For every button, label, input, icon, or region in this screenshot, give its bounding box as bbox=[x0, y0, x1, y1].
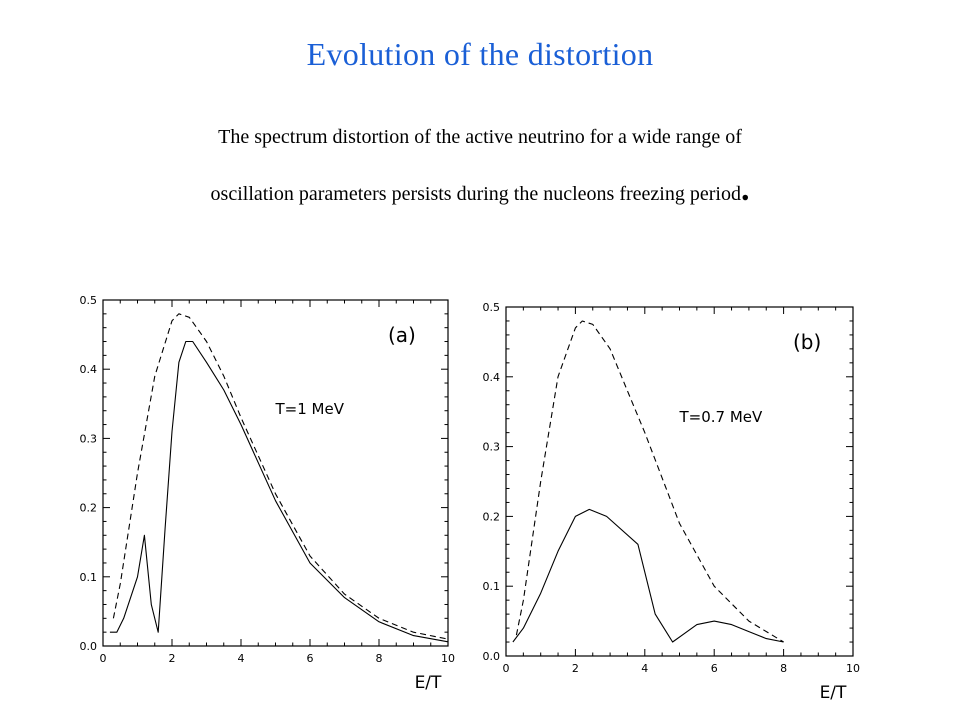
chart-b-x-tick-label: 8 bbox=[780, 662, 787, 675]
chart-b-y-tick-label: 0.1 bbox=[483, 580, 501, 593]
subtitle-line-2: oscillation parameters persists during t… bbox=[0, 173, 960, 207]
chart-a-y-tick-label: 0.2 bbox=[80, 502, 98, 515]
chart-a-y-tick-label: 0.3 bbox=[80, 432, 98, 445]
subtitle-period: . bbox=[740, 171, 750, 208]
chart-a-y-tick-label: 0.0 bbox=[80, 640, 98, 653]
chart-a-y-tick-label: 0.4 bbox=[80, 363, 98, 376]
chart-b-y-tick-label: 0.5 bbox=[483, 301, 501, 314]
chart-a-series-solid-line bbox=[109, 340, 449, 643]
chart-a-panel-label: (a) bbox=[388, 323, 416, 347]
chart-b-svg: 0 2 4 6 8 10 0.0 0.1 0.2 0.3 0.4 0.5 (b) T=0.7 MeV E/T bbox=[483, 301, 861, 703]
chart-b-x-tick-label: 4 bbox=[641, 662, 648, 675]
chart-b-series-dashed-line bbox=[515, 320, 784, 643]
chart-a-x-tick-label: 0 bbox=[100, 652, 107, 665]
chart-b-frame bbox=[505, 306, 854, 657]
chart-a-temperature-annotation: T=1 MeV bbox=[275, 400, 345, 418]
chart-panel-a: 0 2 4 6 8 10 0.0 0.1 0.2 0.3 0.4 0.5 (a) T=1 MeV E/T bbox=[60, 290, 460, 710]
chart-a-frame bbox=[102, 299, 449, 647]
chart-a-x-tick-label: 8 bbox=[376, 652, 383, 665]
chart-b-x-tick-label: 0 bbox=[503, 662, 510, 675]
chart-b-x-tick-label: 10 bbox=[846, 662, 860, 675]
chart-b-y-tick-label: 0.0 bbox=[483, 650, 501, 663]
chart-b-x-tick-label: 6 bbox=[711, 662, 718, 675]
chart-b-series-solid-line bbox=[512, 508, 784, 643]
chart-a-x-tick-label: 10 bbox=[441, 652, 455, 665]
chart-a-x-tick-label: 2 bbox=[169, 652, 176, 665]
chart-b-y-tick-label: 0.4 bbox=[483, 371, 501, 384]
chart-b-panel-label: (b) bbox=[793, 330, 821, 354]
chart-b-x-tick-label: 2 bbox=[572, 662, 579, 675]
chart-a-y-tick-label: 0.5 bbox=[80, 294, 98, 307]
subtitle-line-1: The spectrum distortion of the active ne… bbox=[218, 126, 742, 148]
slide-title: Evolution of the distortion bbox=[306, 36, 654, 72]
chart-b-x-axis-label: E/T bbox=[820, 683, 847, 703]
chart-a-y-tick-label: 0.1 bbox=[80, 571, 98, 584]
chart-a-series-dashed-line bbox=[112, 313, 449, 640]
chart-b-temperature-annotation: T=0.7 MeV bbox=[679, 408, 764, 426]
chart-panel-b: 0 2 4 6 8 10 0.0 0.1 0.2 0.3 0.4 0.5 (b) T=0.7 MeV E/T bbox=[460, 295, 870, 715]
chart-a-x-tick-label: 4 bbox=[238, 652, 245, 665]
chart-a-svg: 0 2 4 6 8 10 0.0 0.1 0.2 0.3 0.4 0.5 (a) T=1 MeV E/T bbox=[80, 294, 456, 693]
chart-b-y-tick-label: 0.2 bbox=[483, 510, 501, 523]
chart-b-y-tick-label: 0.3 bbox=[483, 441, 501, 454]
chart-a-x-axis-label: E/T bbox=[415, 673, 442, 693]
chart-a-x-tick-label: 6 bbox=[307, 652, 314, 665]
subtitle-line-2-text: oscillation parameters persists during t… bbox=[210, 183, 741, 205]
